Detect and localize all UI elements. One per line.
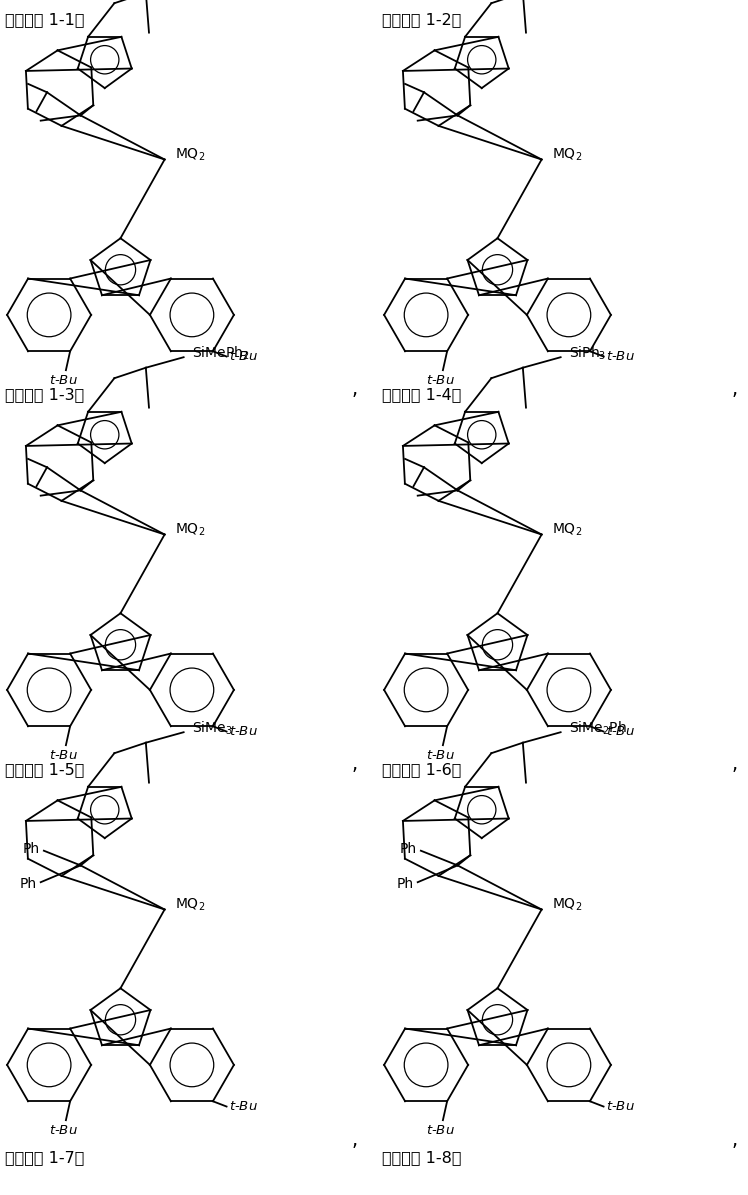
Text: SiMePh$_2$: SiMePh$_2$: [192, 344, 250, 362]
Text: MQ$_2$: MQ$_2$: [175, 522, 206, 539]
Text: SiPh$_3$: SiPh$_3$: [569, 344, 607, 362]
Text: 》化学式 1-6》: 》化学式 1-6》: [382, 762, 462, 777]
Text: ,: ,: [732, 1130, 738, 1150]
Text: ,: ,: [732, 380, 738, 399]
Text: Ph: Ph: [19, 877, 37, 891]
Text: SiMe$_2$Ph: SiMe$_2$Ph: [569, 719, 627, 736]
Text: $t$-Bu: $t$-Bu: [426, 749, 456, 762]
Text: $t$-Bu: $t$-Bu: [606, 350, 634, 363]
Text: $t$-Bu: $t$-Bu: [606, 725, 634, 739]
Text: 》化学式 1-5》: 》化学式 1-5》: [5, 762, 85, 777]
Text: 》化学式 1-2》: 》化学式 1-2》: [382, 12, 462, 27]
Text: $t$-Bu: $t$-Bu: [49, 374, 79, 387]
Text: 》化学式 1-7》: 》化学式 1-7》: [5, 1150, 85, 1165]
Text: $t$-Bu: $t$-Bu: [426, 374, 456, 387]
Text: $t$-Bu: $t$-Bu: [49, 749, 79, 762]
Text: ,: ,: [352, 755, 358, 774]
Text: $t$-Bu: $t$-Bu: [49, 1124, 79, 1138]
Text: ,: ,: [732, 755, 738, 774]
Text: MQ$_2$: MQ$_2$: [175, 147, 206, 164]
Text: ,: ,: [352, 380, 358, 399]
Text: SiMe$_3$: SiMe$_3$: [192, 719, 233, 736]
Text: Ph: Ph: [399, 841, 417, 856]
Text: $t$-Bu: $t$-Bu: [426, 1124, 456, 1138]
Text: 》化学式 1-4》: 》化学式 1-4》: [382, 387, 462, 402]
Text: MQ$_2$: MQ$_2$: [552, 522, 583, 539]
Text: $t$-Bu: $t$-Bu: [229, 725, 257, 739]
Text: MQ$_2$: MQ$_2$: [175, 897, 206, 913]
Text: 》化学式 1-1》: 》化学式 1-1》: [5, 12, 85, 27]
Text: 》化学式 1-3》: 》化学式 1-3》: [5, 387, 85, 402]
Text: MQ$_2$: MQ$_2$: [552, 897, 583, 913]
Text: 》化学式 1-8》: 》化学式 1-8》: [382, 1150, 462, 1165]
Text: $t$-Bu: $t$-Bu: [229, 1101, 257, 1113]
Text: ,: ,: [352, 1130, 358, 1150]
Text: Ph: Ph: [396, 877, 414, 891]
Text: $t$-Bu: $t$-Bu: [229, 350, 257, 363]
Text: MQ$_2$: MQ$_2$: [552, 147, 583, 164]
Text: $t$-Bu: $t$-Bu: [606, 1101, 634, 1113]
Text: Ph: Ph: [22, 841, 40, 856]
